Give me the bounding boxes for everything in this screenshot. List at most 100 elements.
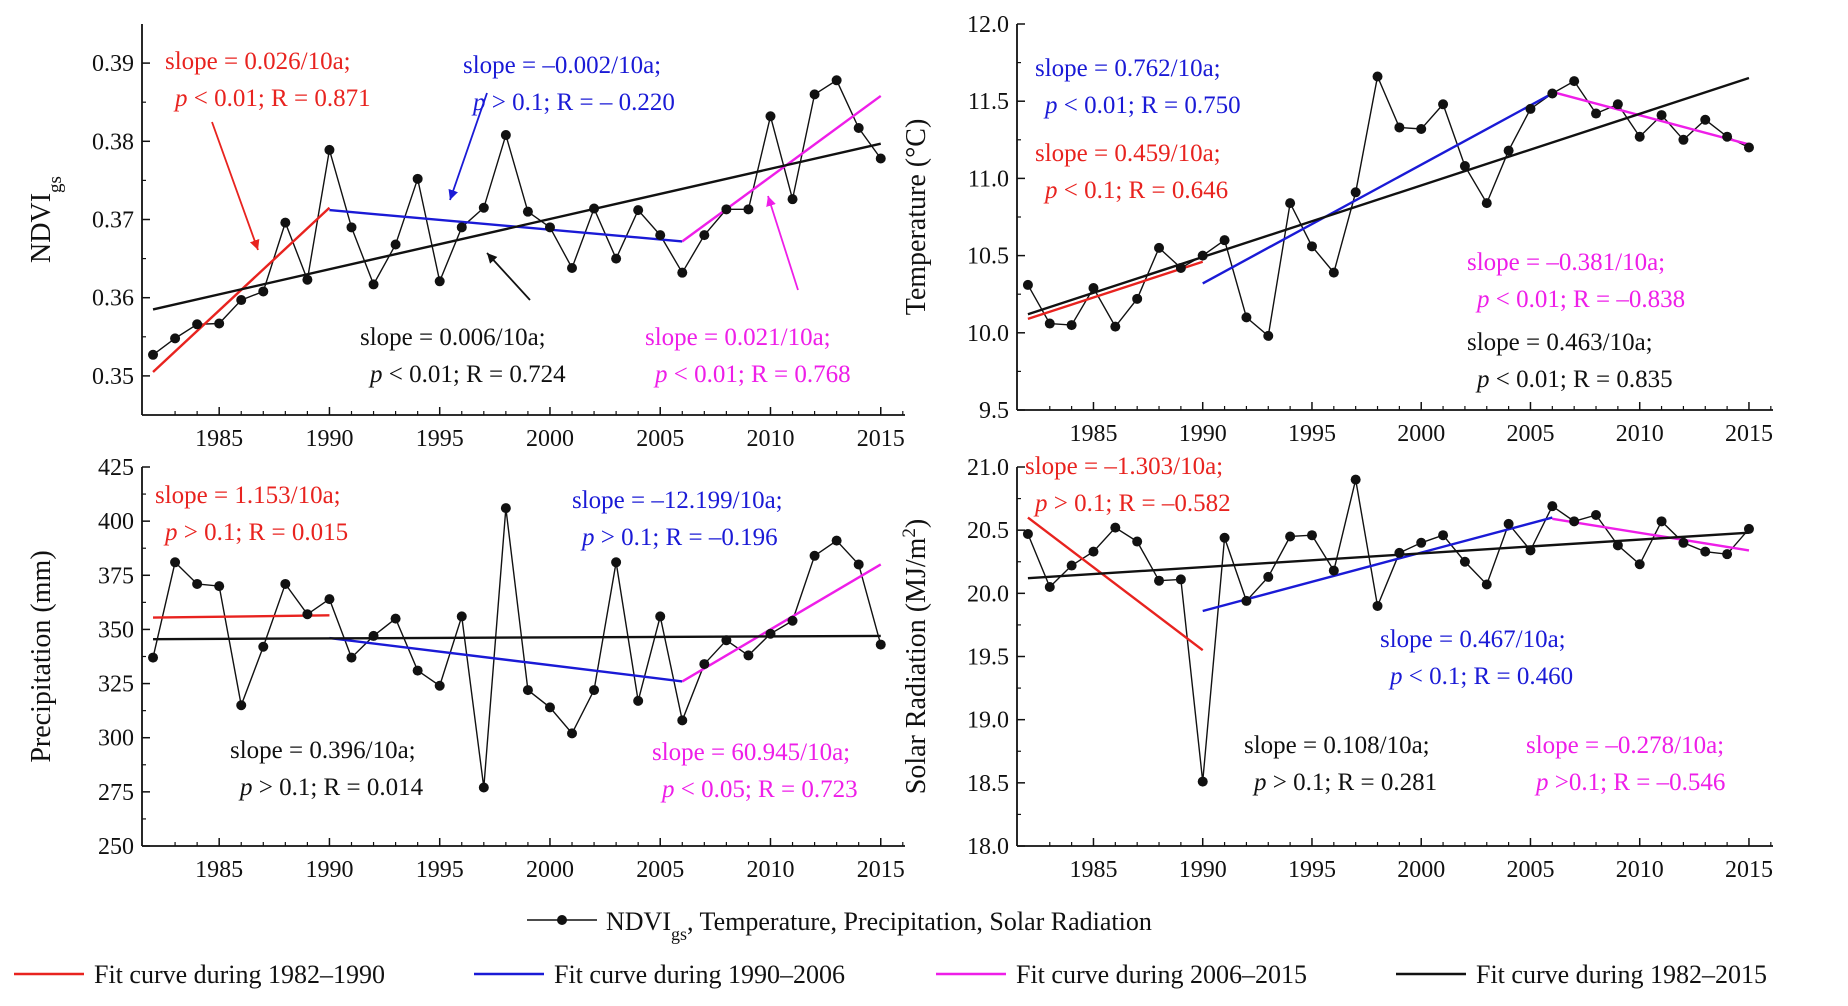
- data-point: [589, 685, 600, 696]
- annotation-stats: p > 0.1; R = –0.196: [580, 524, 778, 551]
- data-point: [522, 206, 533, 217]
- annotation-slope: slope = 1.153/10a;: [155, 482, 341, 509]
- y-tick-label: 325: [98, 672, 134, 698]
- x-tick-label: 1995: [1288, 421, 1336, 447]
- x-tick-label: 2000: [1397, 857, 1445, 883]
- x-tick-label: 2015: [857, 426, 905, 452]
- data-point: [1306, 530, 1317, 541]
- data-point: [1438, 530, 1449, 541]
- y-tick-label: 0.39: [92, 51, 134, 77]
- data-point: [1722, 131, 1733, 142]
- data-point: [1350, 187, 1361, 198]
- data-point: [1656, 516, 1667, 527]
- x-tick-label: 1990: [305, 857, 353, 883]
- data-point: [765, 111, 776, 122]
- data-point: [456, 222, 467, 233]
- data-point: [1285, 531, 1296, 542]
- data-point: [1743, 142, 1754, 153]
- data-point: [1700, 546, 1711, 557]
- data-point: [611, 557, 622, 568]
- data-point: [567, 728, 578, 739]
- data-point: [500, 503, 511, 514]
- y-tick-label: 250: [98, 834, 134, 860]
- y-axis-label: Solar Radiation (MJ/m2): [899, 519, 933, 794]
- y-tick-label: 275: [98, 780, 134, 806]
- annotation-slope: slope = 0.762/10a;: [1035, 55, 1221, 82]
- data-point: [1044, 318, 1055, 329]
- annotation-stats: p < 0.1; R = 0.646: [1043, 177, 1228, 204]
- data-point: [699, 659, 710, 670]
- x-tick-label: 1985: [195, 857, 243, 883]
- data-point: [1175, 574, 1186, 585]
- data-point: [324, 594, 335, 605]
- data-point: [853, 123, 864, 134]
- data-point: [214, 318, 225, 329]
- x-tick-label: 1995: [416, 426, 464, 452]
- data-point: [1656, 110, 1667, 121]
- data-point: [765, 628, 776, 639]
- data-point: [368, 630, 379, 641]
- data-point: [677, 267, 688, 278]
- fit-line: [681, 94, 882, 243]
- data-point: [148, 349, 159, 360]
- data-point: [1591, 510, 1602, 521]
- y-tick-label: 11.0: [968, 166, 1009, 192]
- y-axis-label: Precipitation (mm): [26, 550, 57, 762]
- data-point: [1459, 556, 1470, 567]
- annotation-stats: p > 0.1; R = – 0.220: [471, 89, 675, 116]
- fit-line: [1027, 260, 1204, 321]
- x-tick-label: 1990: [1179, 857, 1227, 883]
- annotation-arrow: [486, 252, 531, 301]
- data-point: [1438, 99, 1449, 110]
- annotation-slope: slope = –0.381/10a;: [1467, 249, 1665, 276]
- data-point: [390, 239, 401, 250]
- fit-line: [153, 614, 330, 619]
- data-point: [258, 286, 269, 297]
- x-tick-label: 2005: [1506, 857, 1554, 883]
- annotation-stats: p > 0.1; R = 0.014: [238, 774, 424, 801]
- panel-top-right: 1985 1990 1995 2000 2005 2010 2015 9.5 10.0 10.5 1…: [901, 12, 1773, 447]
- series-line: [1027, 74, 1750, 338]
- x-tick-label: 1990: [1179, 421, 1227, 447]
- data-point: [1481, 579, 1492, 590]
- data-point: [743, 204, 754, 215]
- data-point: [1044, 582, 1055, 593]
- data-point: [1241, 312, 1252, 323]
- annotation-slope: slope = –12.199/10a;: [572, 487, 783, 514]
- y-tick-label: 10.0: [967, 321, 1009, 347]
- data-point: [1066, 320, 1077, 331]
- data-point: [853, 559, 864, 570]
- data-point: [1547, 88, 1558, 99]
- x-tick-label: 2010: [746, 426, 794, 452]
- y-tick-label: 0.35: [92, 364, 134, 390]
- annotation-slope: slope = 0.459/10a;: [1035, 140, 1221, 167]
- data-point: [302, 274, 313, 285]
- data-point: [1328, 565, 1339, 576]
- data-point: [875, 639, 886, 650]
- panel-top-left: 1985 1990 1995 2000 2005 2010 2015 0.35 0.36 0.37…: [26, 24, 905, 452]
- fit-line: [329, 208, 683, 243]
- data-point: [1416, 537, 1427, 548]
- data-point: [390, 613, 401, 624]
- data-point: [1110, 522, 1121, 533]
- data-point: [1678, 537, 1689, 548]
- data-point: [875, 153, 886, 164]
- x-tick-label: 1985: [1069, 857, 1117, 883]
- data-point: [1372, 600, 1383, 611]
- data-point: [1350, 474, 1361, 485]
- y-tick-label: 425: [98, 455, 134, 481]
- data-point: [831, 535, 842, 546]
- annotation-stats: p < 0.05; R = 0.723: [660, 776, 858, 803]
- y-tick-label: 375: [98, 563, 134, 589]
- data-point: [1175, 262, 1186, 273]
- data-point: [544, 702, 555, 713]
- x-tick-label: 1985: [195, 426, 243, 452]
- series-line: [152, 79, 882, 356]
- data-point: [258, 641, 269, 652]
- annotation-stats: p < 0.1; R = 0.460: [1388, 663, 1573, 690]
- data-point: [787, 194, 798, 205]
- annotation-stats: p < 0.01; R = 0.768: [653, 361, 851, 388]
- data-point: [500, 130, 511, 141]
- annotation-slope: slope = 0.108/10a;: [1244, 732, 1430, 759]
